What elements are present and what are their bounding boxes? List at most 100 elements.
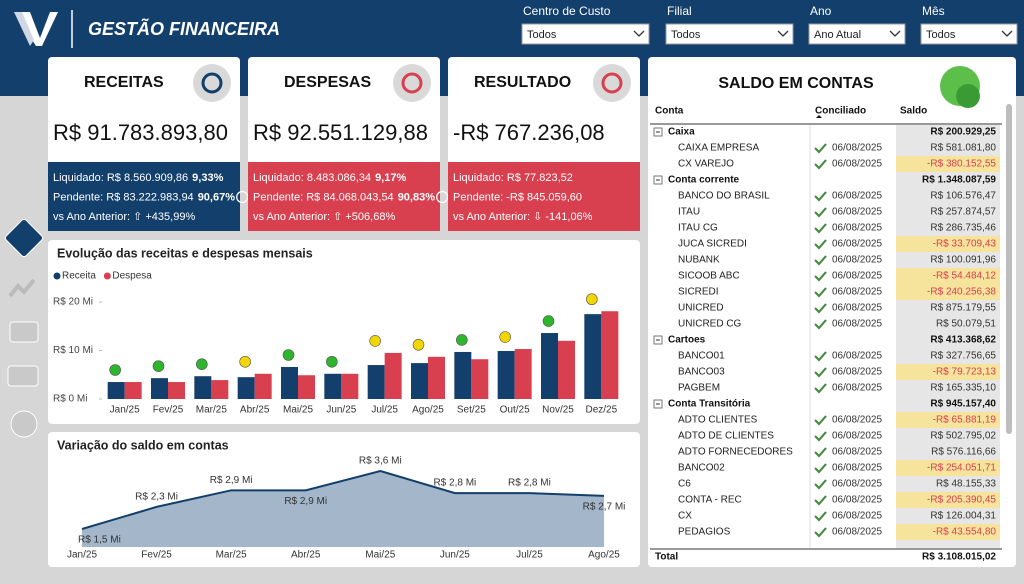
negative-highlight bbox=[896, 236, 1000, 252]
kpi-line: Pendente: -R$ 845.059,60 bbox=[453, 191, 582, 203]
x-tick-label: Fev/25 bbox=[141, 550, 172, 561]
kpi-line-pct: 9,33% bbox=[192, 172, 223, 184]
kpi-line: Liquidado: R$ 77.823,52 bbox=[453, 172, 573, 184]
check-icon bbox=[814, 239, 827, 250]
filter-dropdown[interactable]: Todos bbox=[521, 23, 650, 45]
account-name: ADTO FORNECEDORES bbox=[678, 447, 793, 458]
x-tick-label: Ago/25 bbox=[412, 405, 444, 416]
x-tick-label: Mai/25 bbox=[365, 550, 395, 561]
filter-dropdown[interactable]: Todos bbox=[920, 23, 1018, 45]
group-total: R$ 200.929,25 bbox=[930, 127, 996, 138]
data-label: R$ 1,5 Mi bbox=[78, 535, 121, 546]
kpi-line: Pendente: R$ 84.068.043,54 90,83% bbox=[253, 191, 435, 203]
bar bbox=[324, 373, 342, 399]
check-icon bbox=[814, 287, 827, 298]
account-name: SICREDI bbox=[678, 287, 719, 298]
account-name: ADTO DE CLIENTES bbox=[678, 431, 774, 442]
kpi-line-label: Pendente: R$ 83.222.983,94 bbox=[53, 191, 194, 203]
conciliation-date: 06/08/2025 bbox=[832, 319, 882, 330]
negative-highlight bbox=[896, 492, 1000, 508]
dropdown-chevron bbox=[633, 30, 645, 37]
account-balance: R$ 100.091,96 bbox=[930, 255, 996, 266]
status-indicator bbox=[456, 334, 468, 346]
chart-title: Evolução das receitas e despesas mensais bbox=[57, 246, 313, 260]
data-label: R$ 2,7 Mi bbox=[583, 501, 626, 512]
filter-dropdown[interactable]: Ano Atual bbox=[808, 23, 906, 45]
dropdown-chevron bbox=[777, 30, 789, 37]
kpi-line-label: Liquidado: R$ 8.560.909,86 bbox=[53, 172, 188, 184]
data-label: R$ 2,8 Mi bbox=[508, 478, 551, 489]
info-icon bbox=[436, 190, 449, 204]
check-icon bbox=[814, 303, 827, 314]
table-body: Caixa R$ 200.929,25 CAIXA EMPRESA 06/08/202… bbox=[653, 127, 1000, 540]
check-icon bbox=[814, 367, 827, 378]
check-icon bbox=[814, 479, 827, 490]
conciliation-date: 06/08/2025 bbox=[832, 415, 882, 426]
filter-dropdown[interactable]: Todos bbox=[665, 23, 794, 45]
bar bbox=[281, 366, 298, 399]
filter-label: Filial bbox=[667, 4, 692, 18]
bar bbox=[367, 365, 385, 399]
kpi-footer bbox=[248, 162, 440, 231]
group-total: R$ 1.348.087,59 bbox=[922, 175, 996, 186]
group-total: R$ 945.157,40 bbox=[930, 399, 996, 410]
data-label: R$ 2,3 Mi bbox=[135, 492, 178, 503]
check-icon bbox=[814, 223, 827, 234]
kpi-line: vs Ano Anterior: ⇩ -141,06% bbox=[453, 211, 593, 223]
filter-label: Centro de Custo bbox=[523, 4, 611, 18]
kpi-icon-inner bbox=[201, 72, 223, 94]
status-indicator bbox=[499, 331, 511, 343]
account-name: BANCO02 bbox=[678, 463, 725, 474]
total-label: Total bbox=[655, 552, 678, 563]
account-name: SICOOB ABC bbox=[678, 271, 740, 282]
bar bbox=[107, 382, 125, 399]
account-name: ITAU bbox=[678, 207, 700, 218]
y-tick-label: R$ 10 Mi bbox=[53, 345, 93, 356]
legend-swatch bbox=[103, 272, 111, 280]
bar bbox=[558, 340, 575, 399]
bar bbox=[194, 376, 212, 399]
x-tick-label: Mar/25 bbox=[216, 550, 248, 561]
account-name: CX VAREJO bbox=[678, 159, 734, 170]
negative-highlight bbox=[896, 156, 1000, 172]
account-balance: R$ 126.004,31 bbox=[930, 511, 996, 522]
legend-label: Despesa bbox=[112, 271, 152, 282]
group-total: R$ 413.368,62 bbox=[930, 335, 996, 346]
check-icon bbox=[814, 319, 827, 330]
x-tick-label: Jan/25 bbox=[110, 405, 140, 416]
account-balance: -R$ 254.051,71 bbox=[927, 463, 996, 474]
area bbox=[82, 471, 604, 547]
check-icon bbox=[814, 207, 827, 218]
conciliation-date: 06/08/2025 bbox=[832, 303, 882, 314]
info-icon bbox=[236, 190, 249, 204]
negative-highlight bbox=[896, 524, 1000, 540]
kpi-line: Liquidado: 8.483.086,34 9,17% bbox=[253, 172, 406, 184]
account-name: PAGBEM bbox=[678, 383, 720, 394]
check-icon bbox=[814, 143, 827, 154]
account-name: JUCA SICREDI bbox=[678, 239, 747, 250]
bar bbox=[601, 311, 619, 399]
group-name: Cartoes bbox=[668, 335, 706, 346]
conciliation-date: 06/08/2025 bbox=[832, 159, 882, 170]
kpi-line-pct: 9,17% bbox=[375, 172, 406, 184]
kpi-title: RESULTADO bbox=[474, 74, 571, 91]
bar bbox=[428, 356, 445, 399]
filter-label: Mês bbox=[922, 4, 945, 18]
bar bbox=[237, 377, 255, 399]
conciliation-date: 06/08/2025 bbox=[832, 447, 882, 458]
kpi-line-label: Pendente: R$ 84.068.043,54 bbox=[253, 191, 394, 203]
status-indicator bbox=[412, 339, 425, 351]
account-balance: -R$ 43.554,80 bbox=[933, 527, 997, 538]
dropdown-value: Todos bbox=[527, 29, 557, 41]
data-label: R$ 2,8 Mi bbox=[433, 478, 476, 489]
kpi-value: R$ 91.783.893,80 bbox=[53, 120, 228, 145]
conciliation-date: 06/08/2025 bbox=[832, 223, 882, 234]
dropdown-chevron bbox=[1001, 30, 1013, 37]
dropdown-value: Todos bbox=[671, 29, 701, 41]
conciliation-date: 06/08/2025 bbox=[832, 271, 882, 282]
conciliation-date: 06/08/2025 bbox=[832, 143, 882, 154]
kpi-line: vs Ano Anterior: ⇧ +435,99% bbox=[53, 211, 195, 223]
account-name: UNICRED bbox=[678, 303, 724, 314]
kpi-line-label: vs Ano Anterior: ⇧ +506,68% bbox=[253, 211, 395, 223]
